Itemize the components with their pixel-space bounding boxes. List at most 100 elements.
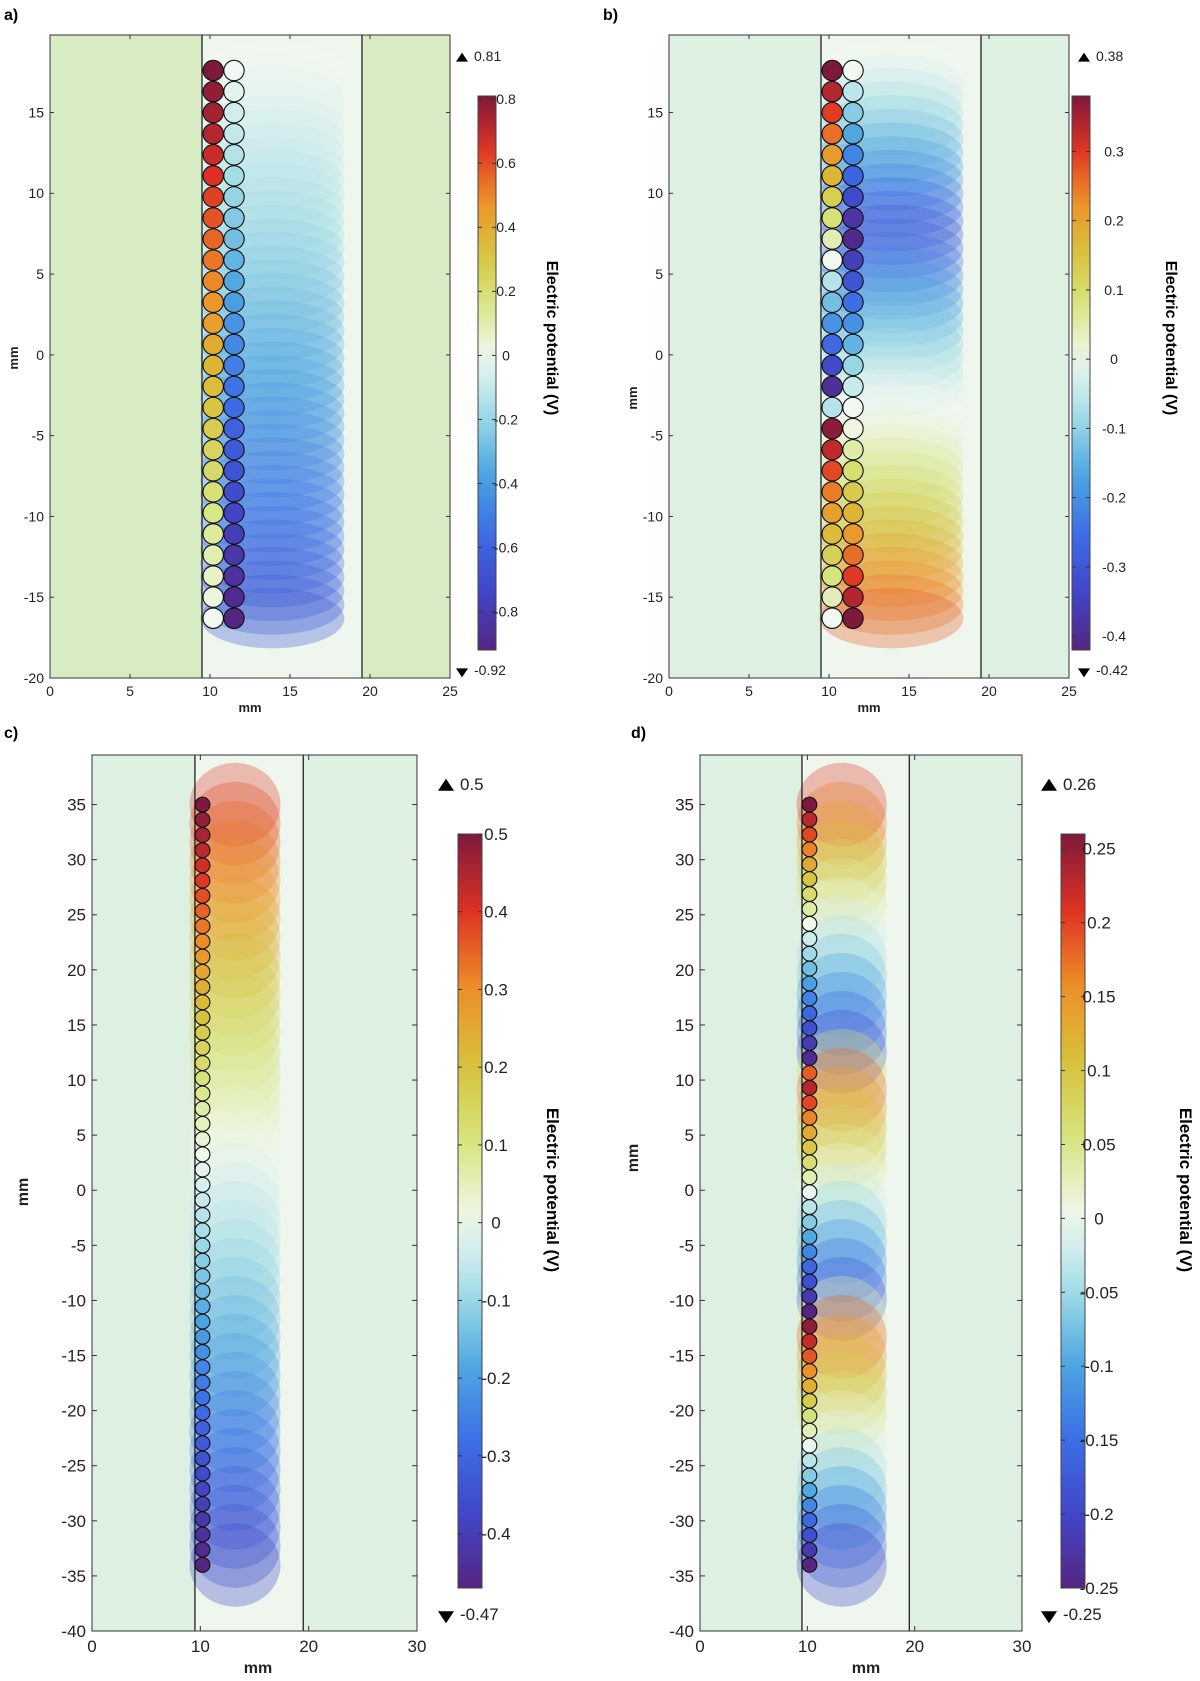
electrode [194,1313,211,1330]
colorbar [1060,833,1086,1589]
electrode [194,811,211,828]
electrode [821,417,843,440]
plot-frame [668,34,1070,679]
colorbar-tick-label: -0.4 [1102,628,1126,644]
y-tick-label: -35 [669,1567,694,1586]
x-axis-label: mm [238,700,261,715]
y-tick-label: -15 [669,1346,694,1365]
electrode [194,1283,211,1300]
electrode [194,1496,211,1513]
electrode [194,1009,211,1026]
colorbar-tick-label: -0.25 [1080,1579,1119,1598]
electrode [842,80,864,103]
y-tick-label: 25 [675,906,694,925]
electrode [194,1146,211,1163]
plot-area: 0 10 20 30 -40 -35 -30 -25 -20 -15 -10 -5 0 5 10 15 20 25… [669,754,1119,1656]
electrode [801,930,818,947]
y-tick-label: -30 [61,1512,86,1531]
x-tick-label: 15 [282,683,298,699]
electrode [842,144,864,166]
colorbar-tick-label: 0.5 [484,825,508,844]
y-tick-label: 20 [67,961,86,980]
electrode [801,1542,818,1558]
y-tick-label: 15 [28,104,44,120]
electrode [194,1070,211,1087]
electrode [801,1482,818,1499]
electrode [194,1237,211,1254]
electrode [194,1526,211,1543]
electrode [223,165,245,187]
electrode [801,1258,818,1275]
x-tick-label: 0 [87,1637,96,1656]
colorbar-tick-label: -0.4 [481,1525,510,1544]
colorbar-title: Electric potential (V) [1176,1108,1195,1272]
electrode [821,270,843,292]
electrode [821,375,843,398]
y-tick-label: 15 [67,1016,86,1035]
colorbar-tick-label: -0.4 [494,475,518,491]
electrode [801,1273,818,1290]
electrode [821,228,843,250]
colorbar-tick-label: 0.2 [1087,914,1111,933]
electrode [194,1131,211,1148]
plot-area: 0 5 10 15 20 25 -20 -15 -10 -5 0 5 10 15 -0.4 -0.3 -0.2 -… [643,34,1128,699]
electrode [223,502,245,524]
electrode [801,1020,818,1037]
electrode [801,1139,818,1156]
electrode [202,417,224,440]
panel-c: c) 0 10 20 30 -40 -35 -30 -25 -20 -15 -10 -5 0 5 10 15 2… [4,725,562,1677]
electrode [801,901,818,917]
electrode [194,1374,211,1391]
electrode [842,438,864,461]
electrode [801,1154,818,1171]
y-axis-label: mm [6,346,21,369]
electrode [821,586,843,608]
potential-field [796,755,910,1631]
y-tick-label: -10 [24,508,44,524]
electrode [202,586,224,608]
electrode [223,565,245,587]
colorbar-tick-label: 0.2 [496,283,516,299]
electrode [801,1378,818,1394]
electrode [194,1420,211,1437]
electrode [223,417,245,440]
electrode [842,122,864,145]
electrode [801,1094,818,1111]
electrode [202,291,224,313]
electrode [801,1184,818,1201]
y-tick-label: -20 [643,670,663,686]
electrode [801,1527,818,1543]
colorbar-tick-label: 0.1 [484,1136,508,1155]
max-marker-icon [438,778,454,791]
electrode [223,291,245,313]
electrode [842,101,864,124]
y-tick-label: -10 [61,1291,86,1310]
min-value-label: -0.42 [1096,662,1128,678]
electrode [821,249,843,271]
x-tick-label: 10 [821,683,837,699]
electrode [801,1303,818,1320]
y-tick-label: 30 [675,851,694,870]
electrode [202,186,224,208]
x-tick-label: 30 [1013,1637,1032,1656]
electrode [842,270,864,292]
plot-area: 0 10 20 30 -40 -35 -30 -25 -20 -15 -10 -5 0 5 10 15 20 25… [61,754,511,1656]
y-tick-label: 0 [655,347,663,363]
y-tick-label: -25 [61,1457,86,1476]
electrode [223,249,245,271]
electrode [202,333,224,356]
colorbar-tick-label: 0.2 [1104,213,1124,229]
electrode [194,872,211,889]
electrode [842,312,864,335]
x-tick-label: 20 [299,1637,318,1656]
electrode [842,333,864,356]
y-tick-label: 0 [77,1181,86,1200]
electrode [194,887,211,904]
electrode [801,990,818,1007]
x-tick-label: 10 [191,1637,210,1656]
y-axis-label: mm [625,1144,642,1172]
y-tick-label: -30 [669,1512,694,1531]
electrode [223,144,245,166]
electrode [842,396,864,419]
